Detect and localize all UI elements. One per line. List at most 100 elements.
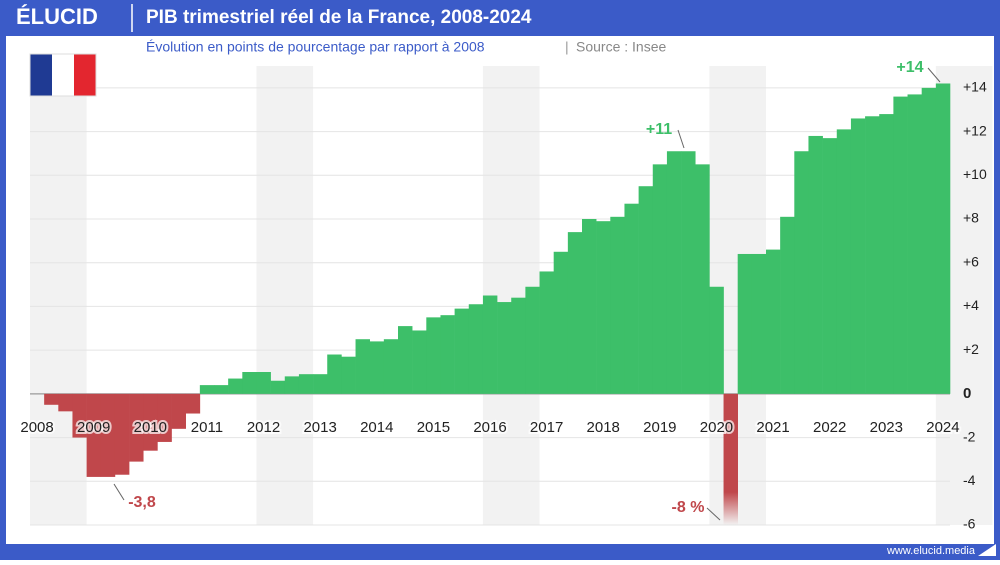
- x-tick-label: 2014: [360, 419, 393, 436]
- chart-subtitle: Évolution en points de pourcentage par r…: [146, 39, 485, 55]
- bar: [185, 393, 201, 414]
- bar: [157, 393, 172, 442]
- y-tick-label: +2: [963, 341, 979, 357]
- bar: [695, 164, 710, 394]
- x-tick-label: 2011: [191, 419, 223, 436]
- bar: [582, 219, 597, 394]
- source: Source : Insee: [576, 39, 666, 55]
- bar: [412, 330, 427, 394]
- bar: [270, 380, 286, 394]
- x-tick-label: 2017: [530, 419, 563, 436]
- bar: [893, 96, 908, 394]
- x-tick-label: 2018: [587, 419, 620, 436]
- bar: [214, 385, 229, 394]
- bar: [313, 374, 328, 394]
- bar: [298, 374, 314, 394]
- y-tick-label: -6: [963, 516, 976, 532]
- y-tick-label: -4: [963, 472, 976, 488]
- year-band: [256, 66, 314, 525]
- bar: [879, 114, 894, 394]
- logo: ÉLUCID: [16, 4, 98, 29]
- flag: [29, 53, 97, 97]
- bar: [539, 271, 554, 394]
- bar: [780, 216, 795, 394]
- y-tick-label: +14: [963, 79, 987, 95]
- bar: [497, 302, 512, 394]
- bars: [44, 83, 951, 525]
- bar: [341, 356, 356, 394]
- y-tick-label: +4: [963, 297, 979, 313]
- divider: |: [565, 39, 569, 55]
- bar: [355, 339, 370, 394]
- bar: [284, 376, 300, 394]
- bar: [440, 315, 455, 394]
- footer: www.elucid.media: [886, 545, 976, 557]
- bar: [737, 253, 753, 394]
- bar: [596, 221, 611, 394]
- bar: [652, 164, 668, 394]
- y-tick-label: +8: [963, 210, 979, 226]
- bar: [72, 393, 87, 438]
- x-tick-label: 2015: [417, 419, 450, 436]
- bar: [822, 138, 838, 394]
- bar: [567, 232, 583, 394]
- x-tick-label: 2013: [303, 419, 336, 436]
- x-tick-label: 2019: [643, 419, 676, 436]
- bar: [808, 135, 823, 394]
- bar: [199, 385, 215, 394]
- y-tick-label: +10: [963, 166, 987, 182]
- y-tick-label: -2: [963, 428, 976, 444]
- bar: [44, 393, 59, 405]
- bar: [114, 393, 130, 475]
- annotation-leader: [677, 129, 685, 149]
- bar: [638, 186, 654, 394]
- x-tick-label: 2021: [756, 419, 789, 436]
- bar: [327, 354, 342, 394]
- bar: [454, 308, 470, 394]
- bar: [525, 286, 540, 394]
- bar: [751, 253, 767, 394]
- year-band: [30, 66, 87, 525]
- bar: [511, 297, 526, 394]
- bar: [383, 339, 399, 394]
- bar: [482, 295, 498, 394]
- y-tick-label: 0: [963, 385, 971, 402]
- x-tick-label: 2022: [813, 419, 846, 436]
- x-tick-label: 2009: [77, 419, 110, 436]
- x-tick-label: 2012: [247, 419, 280, 436]
- bar: [907, 94, 922, 394]
- bar: [242, 372, 257, 394]
- x-tick-label: 2020: [700, 419, 733, 436]
- bar: [709, 286, 724, 394]
- bar: [666, 151, 682, 394]
- bar: [921, 87, 937, 394]
- bar: [369, 341, 385, 394]
- annotation: +14: [896, 59, 923, 76]
- bar: [228, 378, 243, 394]
- annotation-leader: [706, 507, 721, 521]
- bar: [86, 393, 102, 477]
- annotation: -3,8: [128, 494, 156, 511]
- bar: [766, 249, 781, 394]
- x-tick-label: 2023: [870, 419, 903, 436]
- bar: [553, 251, 569, 394]
- bar: [468, 304, 484, 394]
- bar: [256, 372, 271, 394]
- bar: [100, 393, 116, 477]
- bar: [681, 151, 696, 394]
- year-bands: [30, 66, 993, 525]
- x-tick-label: 2010: [134, 419, 167, 436]
- x-tick-label: 2016: [473, 419, 506, 436]
- bar: [129, 393, 144, 462]
- bar: [58, 393, 73, 412]
- bar: [426, 317, 441, 394]
- footer-icon: [978, 544, 996, 556]
- bar: [723, 393, 738, 525]
- annotation: +11: [646, 121, 672, 138]
- bar: [794, 151, 809, 394]
- bar: [398, 326, 413, 394]
- bar: [143, 393, 158, 451]
- x-tick-label: 2008: [20, 419, 53, 436]
- bar: [624, 203, 639, 394]
